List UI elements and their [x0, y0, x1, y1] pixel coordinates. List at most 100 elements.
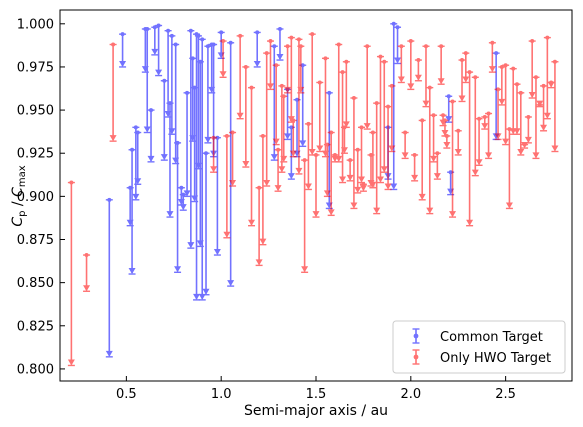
y-tick-label: 1.000 — [17, 17, 54, 32]
data-point — [304, 121, 312, 191]
y-tick-label: 0.900 — [17, 190, 54, 205]
data-point — [253, 30, 261, 68]
y-label-c: C — [10, 217, 26, 227]
data-point — [502, 63, 510, 146]
data-point — [388, 83, 396, 153]
x-tick-label: 1.5 — [306, 387, 327, 402]
data-point — [297, 44, 305, 94]
data-point — [485, 111, 493, 160]
data-point — [210, 135, 218, 173]
y-label-sub-p: p — [17, 211, 28, 217]
series-0 — [105, 21, 500, 358]
x-tick-label: 2.5 — [495, 387, 516, 402]
data-point — [134, 130, 142, 185]
data-point — [373, 101, 381, 215]
data-point — [394, 25, 402, 65]
data-point — [198, 37, 206, 301]
data-point — [155, 23, 163, 77]
data-point — [445, 94, 453, 123]
data-point — [126, 185, 134, 227]
data-point — [462, 51, 470, 84]
data-point — [242, 64, 250, 168]
legend-box — [392, 320, 566, 374]
data-point — [441, 118, 449, 137]
data-point — [248, 85, 256, 227]
data-point — [223, 133, 231, 239]
data-point — [166, 101, 174, 218]
data-point — [471, 75, 479, 177]
data-point — [363, 44, 371, 130]
data-point — [213, 135, 221, 256]
data-point — [498, 64, 506, 106]
data-point — [354, 147, 362, 194]
data-point — [454, 128, 462, 156]
data-point — [255, 185, 263, 267]
legend-marker-common — [412, 328, 420, 344]
data-point — [236, 33, 244, 120]
data-point — [466, 70, 474, 227]
y-tick-label: 0.950 — [17, 104, 54, 119]
data-point — [543, 35, 551, 120]
data-point — [475, 116, 483, 167]
data-point — [151, 25, 159, 56]
data-point — [259, 133, 267, 246]
data-point — [369, 130, 377, 189]
y-label-sub-max: max — [17, 165, 28, 187]
data-point — [505, 127, 513, 210]
data-point — [272, 63, 280, 146]
data-point — [284, 44, 292, 94]
data-point — [433, 151, 441, 180]
data-point — [289, 118, 297, 158]
data-point — [407, 39, 415, 91]
y-axis: 0.800 0.825 0.850 0.875 0.900 0.925 0.950 0.975… — [17, 17, 65, 377]
data-point — [540, 83, 548, 132]
data-point — [308, 32, 316, 156]
data-point — [316, 80, 324, 153]
legend-label-common: Common Target — [440, 330, 543, 345]
y-tick-label: 0.875 — [17, 233, 54, 248]
x-tick-label: 0.5 — [116, 387, 137, 402]
series-1 — [67, 32, 559, 367]
data-point — [143, 26, 151, 134]
x-axis-label: Semi-major axis / au — [244, 403, 388, 419]
x-tick-label: 1.0 — [211, 387, 232, 402]
data-point — [187, 28, 195, 249]
data-point — [274, 147, 282, 192]
y-axis-label: Cp / Cmax — [10, 165, 28, 226]
y-tick-label: 0.850 — [17, 276, 54, 291]
data-point — [132, 125, 140, 201]
legend: Common Target Only HWO Target — [392, 320, 566, 374]
data-point — [443, 133, 451, 149]
data-point — [528, 39, 536, 99]
data-point — [174, 140, 182, 273]
data-point — [335, 42, 343, 163]
data-point — [301, 158, 309, 273]
data-point — [109, 42, 117, 142]
data-point — [287, 35, 295, 123]
y-label-sep: / — [10, 197, 26, 211]
data-point — [147, 108, 155, 163]
data-point — [227, 40, 235, 287]
data-point — [105, 197, 113, 358]
data-point — [513, 82, 521, 135]
data-point — [430, 113, 438, 163]
data-point — [426, 85, 434, 215]
data-point — [422, 44, 430, 108]
data-point — [168, 33, 176, 135]
data-point — [551, 59, 559, 153]
data-point — [509, 66, 517, 135]
data-point — [276, 26, 284, 61]
data-point — [384, 104, 392, 191]
data-point — [437, 44, 445, 85]
data-point — [219, 39, 227, 78]
data-point — [458, 58, 466, 103]
data-point — [532, 75, 540, 160]
x-axis: 0.5 1.0 1.5 2.0 2.5 — [116, 376, 516, 402]
y-tick-label: 0.800 — [17, 362, 54, 377]
data-point — [204, 44, 212, 144]
data-point — [323, 142, 331, 198]
data-point — [179, 192, 187, 211]
data-point — [202, 151, 210, 296]
data-point — [346, 158, 354, 182]
